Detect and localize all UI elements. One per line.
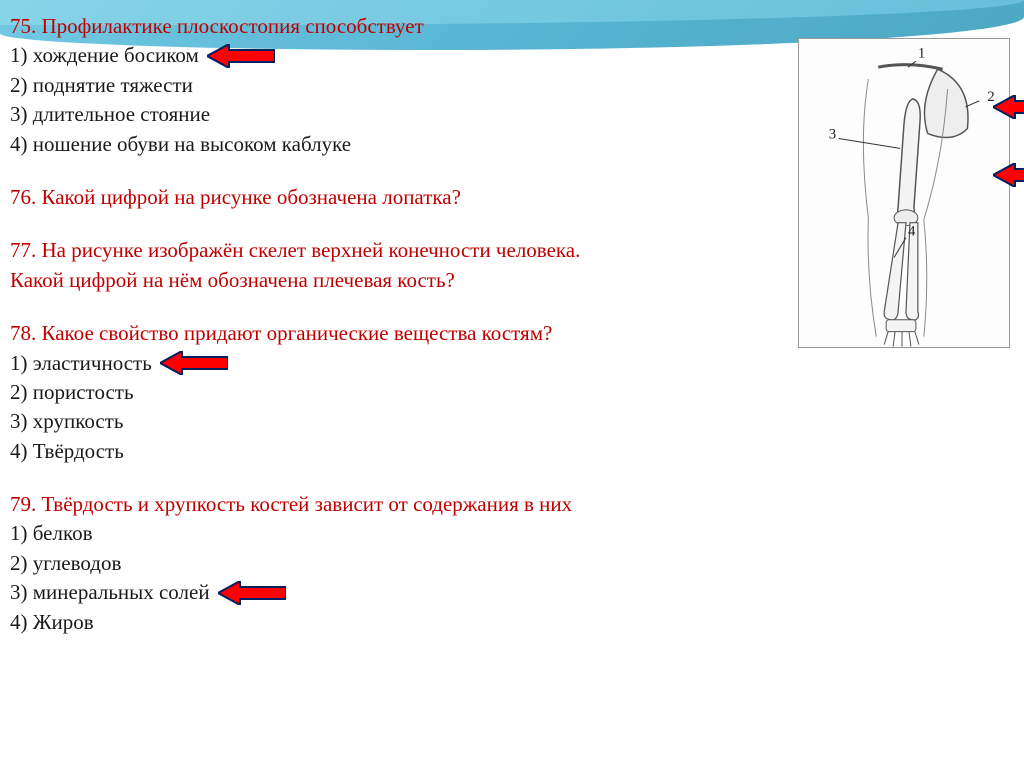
q75-title: 75. Профилактике плоскостопия способству…: [10, 12, 1014, 41]
question-79: 79. Твёрдость и хрупкость костей зависит…: [10, 490, 1014, 637]
q78-opt-2: 2) пористость: [10, 378, 1014, 407]
option-text: 1) эластичность: [10, 349, 152, 378]
anatomy-label-3: 3: [829, 127, 836, 143]
anatomy-diagram: 1 2 3 4: [798, 38, 1010, 348]
q79-title: 79. Твёрдость и хрупкость костей зависит…: [10, 490, 1014, 519]
q79-opt-3: 3) минеральных солей: [10, 578, 1014, 607]
q78-opt-4: 4) Твёрдость: [10, 437, 1014, 466]
anatomy-label-4: 4: [908, 224, 916, 240]
q79-opt-1: 1) белков: [10, 519, 1014, 548]
q78-opt-1: 1) эластичность: [10, 349, 1014, 378]
q79-opt-4: 4) Жиров: [10, 608, 1014, 637]
q79-opt-2: 2) углеводов: [10, 549, 1014, 578]
anatomy-label-1: 1: [918, 45, 925, 61]
option-text: 1) хождение босиком: [10, 41, 199, 70]
answer-arrow-icon: [207, 44, 275, 68]
answer-arrow-icon: [993, 95, 1024, 119]
answer-arrow-icon: [218, 581, 286, 605]
answer-arrow-icon: [993, 163, 1024, 187]
option-text: 3) минеральных солей: [10, 578, 210, 607]
answer-arrow-icon: [160, 351, 228, 375]
q78-opt-3: 3) хрупкость: [10, 407, 1014, 436]
